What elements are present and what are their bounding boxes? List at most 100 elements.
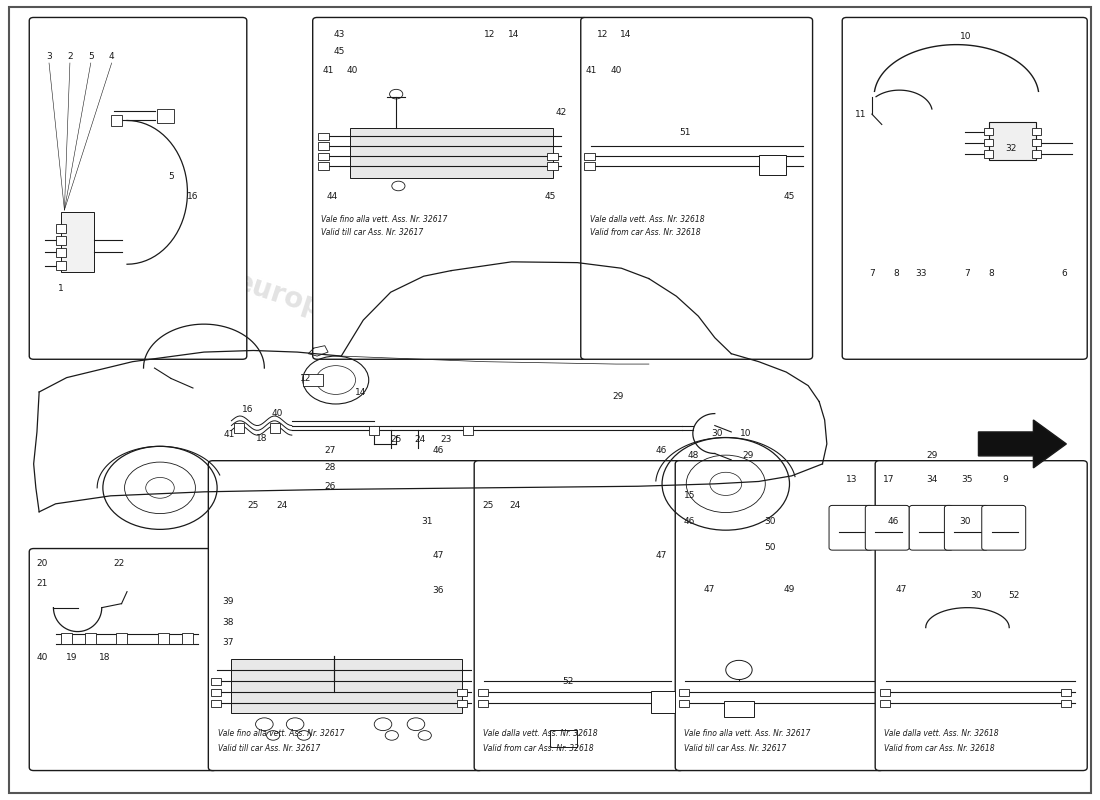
Text: 24: 24 [415,435,426,445]
Text: 47: 47 [704,585,715,594]
Bar [458,689,468,696]
Text: 15: 15 [684,491,695,500]
Text: 44: 44 [327,192,338,201]
Bar [318,162,329,170]
Text: europarts: europarts [561,522,715,597]
Bar [724,701,755,717]
Bar [86,633,97,644]
Text: 47: 47 [656,551,667,560]
Text: Vale dalla vett. Ass. Nr. 32618: Vale dalla vett. Ass. Nr. 32618 [590,215,704,224]
Text: 18: 18 [99,653,111,662]
Text: 12: 12 [484,30,495,38]
Text: 16: 16 [187,192,199,201]
Text: 17: 17 [882,475,894,484]
Text: 6: 6 [1062,270,1067,278]
Text: 30: 30 [764,517,776,526]
Bar [62,212,95,272]
Text: 5: 5 [88,52,94,61]
Text: 46: 46 [432,446,443,455]
Text: 24: 24 [509,501,520,510]
Bar [111,115,121,126]
Text: 18: 18 [256,434,268,443]
Bar [1032,128,1041,135]
Text: 26: 26 [324,482,336,490]
Text: 2: 2 [67,52,73,61]
Bar [182,633,192,644]
Text: 49: 49 [784,585,795,594]
FancyBboxPatch shape [581,18,813,359]
Text: 29: 29 [613,391,624,401]
Bar [984,139,992,146]
Text: 52: 52 [1008,591,1020,600]
Text: 24: 24 [276,501,287,510]
Text: 41: 41 [586,66,597,75]
Text: 14: 14 [508,30,519,38]
Text: 45: 45 [544,192,556,201]
Bar [1062,700,1071,707]
Text: 47: 47 [895,585,908,594]
Bar [56,236,66,245]
Text: 45: 45 [333,46,344,55]
Bar [56,224,66,233]
Text: 12: 12 [597,30,608,38]
Text: 7: 7 [869,270,874,278]
Text: 41: 41 [223,430,235,439]
FancyBboxPatch shape [843,18,1087,359]
Bar [478,700,488,707]
Bar [547,162,558,170]
Text: 10: 10 [959,32,971,41]
Text: 43: 43 [333,30,344,38]
Bar [1032,150,1041,158]
Bar [271,423,281,433]
Text: 29: 29 [742,451,754,461]
Bar [880,700,890,707]
FancyBboxPatch shape [30,18,246,359]
Text: 46: 46 [887,517,899,526]
Bar [550,730,578,747]
Text: Vale fino alla vett. Ass. Nr. 32617: Vale fino alla vett. Ass. Nr. 32617 [218,730,344,738]
Text: 30: 30 [970,591,982,600]
Text: 27: 27 [324,446,336,455]
Text: 47: 47 [432,551,443,560]
Bar [547,153,558,160]
FancyBboxPatch shape [910,506,954,550]
Bar [458,700,468,707]
FancyBboxPatch shape [982,506,1025,550]
Text: 20: 20 [36,559,48,568]
Bar [318,153,329,160]
Text: 40: 40 [346,66,358,75]
Text: 21: 21 [36,579,48,588]
Text: 40: 40 [610,66,621,75]
Text: 5: 5 [168,172,174,181]
Text: 32: 32 [1005,144,1018,153]
Text: 30: 30 [959,517,971,526]
Bar [156,109,174,123]
Bar [880,689,890,696]
Text: 12: 12 [300,374,311,383]
Text: 30: 30 [712,429,723,438]
Text: 34: 34 [926,475,938,484]
Bar [231,658,462,713]
FancyBboxPatch shape [945,506,988,550]
Text: 39: 39 [222,597,234,606]
Text: Valid till car Ass. Nr. 32617: Valid till car Ass. Nr. 32617 [684,745,786,754]
Bar [989,122,1035,161]
Bar [116,633,127,644]
FancyBboxPatch shape [208,461,483,770]
Text: Valid till car Ass. Nr. 32617: Valid till car Ass. Nr. 32617 [321,228,424,237]
Text: 8: 8 [893,270,899,278]
Text: 9: 9 [1002,475,1008,484]
Bar [62,633,73,644]
Text: 22: 22 [113,559,125,568]
Text: 4: 4 [109,52,114,61]
Bar [211,700,221,707]
Text: 41: 41 [322,66,333,75]
Bar [679,700,689,707]
Bar [302,374,322,386]
Bar [318,133,329,140]
Text: europarts: europarts [231,522,386,597]
Bar [463,426,473,435]
Text: 35: 35 [961,475,974,484]
Text: 1: 1 [58,284,64,293]
Text: Vale fino alla vett. Ass. Nr. 32617: Vale fino alla vett. Ass. Nr. 32617 [684,730,811,738]
